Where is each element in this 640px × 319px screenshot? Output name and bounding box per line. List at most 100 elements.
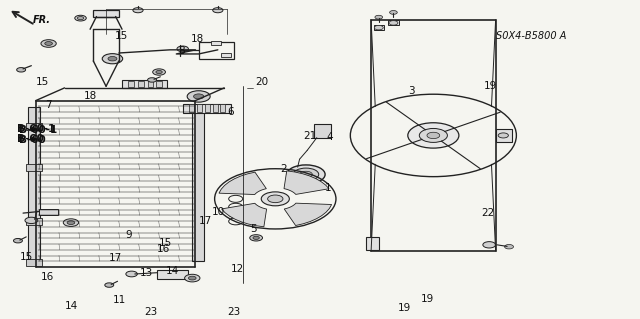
Circle shape <box>419 129 447 142</box>
Polygon shape <box>219 172 266 195</box>
Bar <box>221 53 230 57</box>
Circle shape <box>261 192 289 206</box>
Bar <box>26 259 42 266</box>
Bar <box>182 104 230 113</box>
Text: 23: 23 <box>227 307 241 317</box>
Text: 17: 17 <box>109 253 122 263</box>
Bar <box>220 104 225 112</box>
Bar <box>189 104 194 112</box>
Bar <box>366 237 379 249</box>
Circle shape <box>188 276 196 280</box>
Circle shape <box>184 274 200 282</box>
Circle shape <box>177 46 188 52</box>
Circle shape <box>294 183 305 188</box>
Text: B-60-1: B-60-1 <box>19 125 57 135</box>
Circle shape <box>268 195 283 203</box>
Text: 7: 7 <box>45 100 52 110</box>
Circle shape <box>41 40 56 47</box>
Circle shape <box>253 236 259 240</box>
Text: 3: 3 <box>408 86 415 96</box>
Text: B-60: B-60 <box>19 135 45 145</box>
Bar <box>371 20 495 251</box>
Bar <box>388 20 399 26</box>
Circle shape <box>77 17 84 20</box>
Circle shape <box>287 165 325 184</box>
Text: 19: 19 <box>398 303 411 313</box>
Text: 9: 9 <box>125 230 132 240</box>
Circle shape <box>504 244 513 249</box>
Bar <box>198 42 234 59</box>
Circle shape <box>108 56 117 61</box>
Text: 2: 2 <box>280 164 287 174</box>
Circle shape <box>13 239 22 243</box>
Circle shape <box>389 21 398 25</box>
Bar <box>157 270 188 279</box>
Circle shape <box>498 133 508 138</box>
Circle shape <box>67 221 75 225</box>
Bar <box>93 10 119 17</box>
Polygon shape <box>221 203 267 227</box>
Polygon shape <box>284 203 332 226</box>
Text: 16: 16 <box>157 244 170 254</box>
Circle shape <box>133 8 143 13</box>
Circle shape <box>187 91 210 102</box>
Text: 6: 6 <box>227 107 234 117</box>
Text: B-60: B-60 <box>17 134 44 144</box>
Bar <box>122 80 167 88</box>
Bar <box>314 124 332 138</box>
Text: 8: 8 <box>178 47 185 56</box>
Bar <box>211 41 221 45</box>
Text: 22: 22 <box>481 208 494 218</box>
Circle shape <box>375 15 383 19</box>
Bar <box>26 218 42 225</box>
Circle shape <box>105 283 114 287</box>
Circle shape <box>17 68 26 72</box>
Bar <box>39 209 58 215</box>
Text: 15: 15 <box>20 253 33 263</box>
Circle shape <box>102 54 123 64</box>
Bar <box>196 104 202 112</box>
Bar <box>129 81 134 87</box>
Text: 5: 5 <box>250 224 257 234</box>
Text: 14: 14 <box>65 301 78 311</box>
Text: 11: 11 <box>113 295 125 305</box>
Bar <box>148 81 154 87</box>
Bar <box>192 107 204 261</box>
Text: 19: 19 <box>421 294 434 304</box>
Text: 20: 20 <box>255 77 268 86</box>
Circle shape <box>75 15 86 21</box>
Text: 15: 15 <box>115 31 127 41</box>
Text: 17: 17 <box>198 216 212 226</box>
Circle shape <box>126 271 138 277</box>
Bar <box>495 129 511 142</box>
Text: 15: 15 <box>36 77 49 86</box>
Circle shape <box>45 41 52 45</box>
Text: 13: 13 <box>140 268 153 278</box>
Text: FR.: FR. <box>33 15 51 25</box>
Bar <box>26 123 42 130</box>
Circle shape <box>156 70 163 74</box>
Text: 15: 15 <box>159 238 172 248</box>
Text: S0X4-B5800 A: S0X4-B5800 A <box>495 31 566 41</box>
Bar <box>205 104 210 112</box>
Circle shape <box>250 235 262 241</box>
Text: 21: 21 <box>303 131 317 141</box>
Circle shape <box>63 219 79 226</box>
Text: 12: 12 <box>230 264 244 274</box>
Circle shape <box>300 171 312 178</box>
Polygon shape <box>284 171 329 194</box>
Circle shape <box>427 132 440 138</box>
Circle shape <box>374 26 383 30</box>
Circle shape <box>483 241 495 248</box>
Circle shape <box>390 11 397 14</box>
Circle shape <box>212 8 223 13</box>
Circle shape <box>408 123 459 148</box>
Text: 14: 14 <box>166 266 179 276</box>
Bar <box>138 81 144 87</box>
Circle shape <box>148 78 157 82</box>
Text: 1: 1 <box>325 183 332 193</box>
Circle shape <box>193 94 204 99</box>
Text: 18: 18 <box>191 34 204 44</box>
Text: 10: 10 <box>211 206 225 217</box>
Text: 4: 4 <box>326 132 333 142</box>
